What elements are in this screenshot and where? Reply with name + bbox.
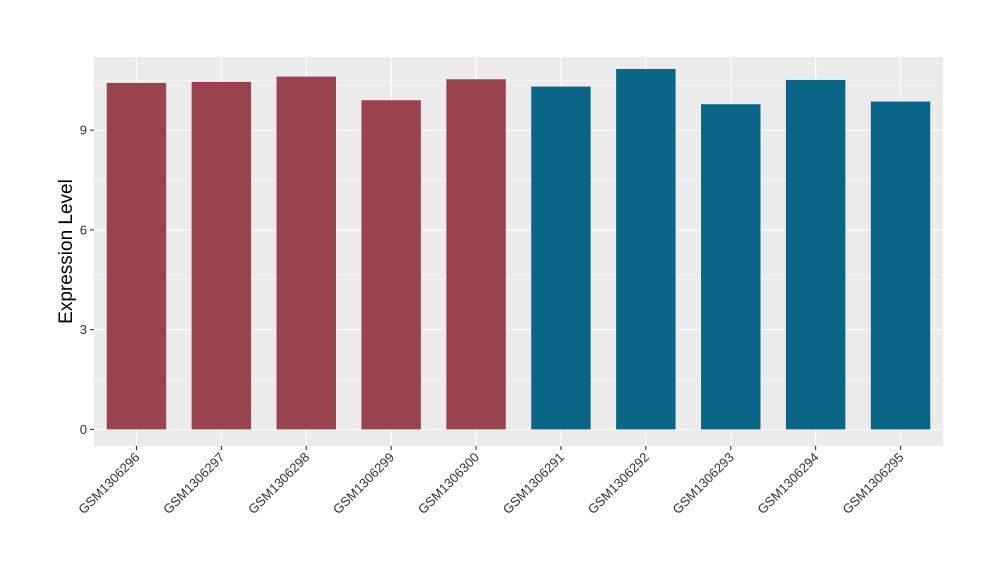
y-tick-label: 9: [80, 123, 87, 138]
x-tick-label: GSM1306294: [754, 450, 821, 517]
x-tick-label: GSM1306298: [245, 450, 312, 517]
bar-GSM1306298: [276, 76, 336, 430]
x-tick-label: GSM1306297: [160, 450, 227, 517]
bar-GSM1306296: [106, 82, 167, 430]
x-tick-label: GSM1306296: [75, 450, 142, 517]
bar-GSM1306295: [870, 101, 931, 430]
x-tick-label: GSM1306300: [415, 450, 482, 517]
y-tick-label: 3: [80, 322, 87, 337]
bar-GSM1306299: [361, 100, 421, 430]
x-tick-label: GSM1306295: [839, 450, 906, 517]
bar-GSM1306297: [191, 81, 252, 430]
bars: [106, 68, 931, 430]
bar-GSM1306294: [785, 79, 846, 430]
bar-GSM1306300: [446, 79, 506, 430]
x-axis: GSM1306296 GSM1306297 GSM1306298 GSM1306299…: [75, 446, 907, 517]
x-tick-label: GSM1306293: [670, 450, 737, 517]
bar-GSM1306292: [616, 68, 676, 430]
x-tick-label: GSM1306299: [330, 450, 397, 517]
x-tick-label: GSM1306292: [585, 450, 652, 517]
y-axis-title: Expression Level: [56, 179, 77, 324]
x-tick-label: GSM1306291: [500, 450, 567, 517]
y-tick-label: 6: [80, 222, 87, 237]
bar-GSM1306291: [531, 86, 591, 430]
y-tick-label: 0: [80, 422, 87, 437]
bar-GSM1306293: [701, 104, 761, 430]
y-axis: 0 3 6 9: [80, 123, 94, 437]
